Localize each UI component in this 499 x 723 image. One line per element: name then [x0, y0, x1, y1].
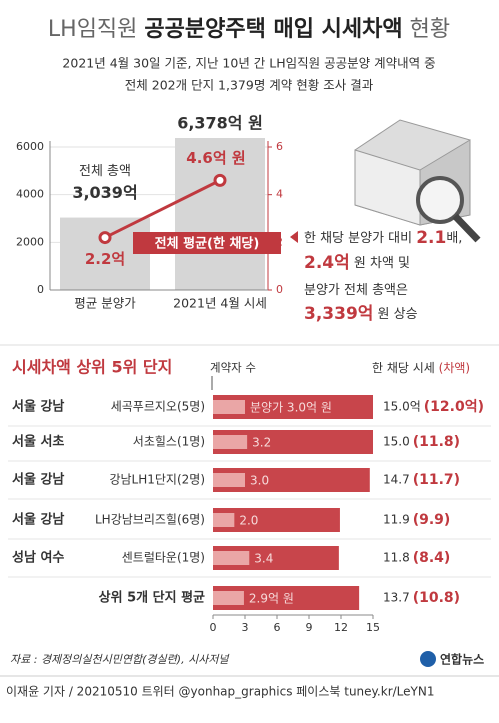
inner-value-label: 3.2	[252, 436, 271, 450]
note-text: 배,	[446, 231, 462, 246]
section-title: 시세차액 상위 5위 단지	[12, 358, 172, 377]
bar	[213, 551, 250, 565]
building-icon	[354, 119, 481, 243]
x-tick-label: 15	[366, 621, 380, 634]
annotation: 전체 평균(한 채당)	[155, 236, 260, 252]
category-label: 2021년 4월 시세	[173, 296, 267, 311]
y-tick-label: 6000	[16, 140, 44, 153]
x-tick-label: 12	[334, 621, 348, 634]
count-header: 계약자 수	[210, 361, 256, 375]
value-label: 14.7	[383, 473, 410, 487]
title-part: 현황	[410, 17, 450, 42]
bar	[213, 435, 248, 449]
region-label: 성남 여수	[12, 550, 64, 566]
diff-label: (8.4)	[413, 550, 451, 566]
region-label: 서울 강남	[12, 399, 64, 415]
x-tick-label: 6	[274, 621, 281, 634]
title: LH임직원 공공분양주택 매입 시세차액 현황	[48, 17, 450, 42]
note-arrow	[290, 231, 298, 243]
bar	[175, 137, 265, 290]
value-label: 15.0	[383, 435, 410, 449]
line-value-label: 4.6억 원	[186, 149, 245, 167]
inner-value-label: 3.4	[254, 552, 273, 566]
category-label: 서초힐스(1명)	[133, 435, 205, 449]
y2-tick-label: 4	[276, 188, 283, 201]
note-text: 분양가 전체 총액은	[304, 283, 408, 298]
inner-value-label: 3.0	[250, 474, 269, 488]
value-label: 11.8	[383, 551, 410, 565]
line-point	[98, 231, 112, 245]
value-header: 한 채당 시세 (차액)	[372, 361, 470, 375]
line	[104, 179, 221, 239]
bar	[213, 400, 245, 414]
diff-label: (12.0억)	[424, 399, 484, 415]
category-label: 강남LH1단지(2명)	[109, 473, 205, 487]
source: 자료 : 경제정의실천시민연합(경실련), 시사저널	[10, 653, 230, 666]
inner-value-label: 2.9억 원	[249, 592, 294, 606]
bar	[213, 473, 245, 487]
value-label: 11.9	[383, 513, 410, 527]
logo-icon	[420, 651, 436, 667]
credit: 이재윤 기자 / 20210510 트위터 @yonhap_graphics 페…	[6, 685, 434, 699]
note-text: 원 상승	[373, 307, 417, 322]
note-number: 3,339억	[304, 304, 373, 324]
region-label: 서울 강남	[12, 472, 64, 488]
inner-value-label: 2.0	[239, 514, 258, 528]
subtitle: 전체 202개 단지 1,379명 계약 현황 조사 결과	[125, 78, 374, 93]
note-line: 한 채당 분양가 대비 2.1배,	[304, 228, 462, 248]
title-part: 공공분양주택 매입 시세차액	[144, 17, 402, 42]
note-line: 분양가 전체 총액은	[304, 283, 408, 298]
x-tick-label: 3	[242, 621, 249, 634]
bar-value-label: 3,039억	[72, 183, 137, 202]
category-label: 평균 분양가	[74, 296, 136, 311]
value-label: 13.7	[383, 591, 410, 605]
subtitle: 2021년 4월 30일 기준, 지난 10년 간 LH임직원 공공분양 계약내…	[62, 56, 435, 71]
value-label: 15.0억	[383, 400, 421, 414]
title-part: LH임직원	[48, 17, 138, 42]
category-label: 센트럴타운(1명)	[122, 551, 205, 565]
diff-label: (11.8)	[413, 434, 460, 450]
logo: 연합뉴스	[440, 652, 484, 667]
diff-label: (10.8)	[413, 590, 460, 606]
y-tick-label: 2000	[16, 235, 44, 248]
inner-value-label: 분양가 3.0억 원	[250, 401, 332, 415]
category-label: 상위 5개 단지 평균	[99, 590, 205, 606]
bar	[213, 513, 235, 527]
value-header-text: 한 채당 시세	[372, 361, 435, 375]
note-text: 한 채당 분양가 대비	[304, 231, 416, 246]
series-label: 전체 총액	[79, 164, 131, 179]
note-number: 2.1	[416, 228, 446, 248]
x-tick-label: 0	[210, 621, 217, 634]
diff-header: (차액)	[439, 361, 470, 375]
x-tick-label: 9	[306, 621, 313, 634]
category-label: 세곡푸르지오(5명)	[111, 400, 205, 414]
note-line: 3,339억 원 상승	[304, 304, 418, 324]
bar-value-label: 6,378억 원	[177, 113, 263, 132]
y-tick-label: 0	[37, 283, 44, 296]
line-value-label: 2.2억	[85, 250, 125, 268]
note-line: 2.4억 원 차액 및	[304, 253, 410, 273]
y-tick-label: 4000	[16, 188, 44, 201]
bar	[213, 591, 244, 605]
region-label: 서울 서초	[12, 434, 64, 450]
region-label: 서울 강남	[12, 512, 64, 528]
category-label: LH강남브리즈힐(6명)	[95, 513, 205, 527]
line-point	[213, 173, 227, 187]
note-number: 2.4억	[304, 253, 350, 273]
y2-tick-label: 0	[276, 283, 283, 296]
diff-label: (9.9)	[413, 512, 451, 528]
y2-tick-label: 6	[276, 140, 283, 153]
note-text: 원 차액 및	[350, 256, 410, 271]
diff-label: (11.7)	[413, 472, 460, 488]
annotation-box	[133, 232, 281, 254]
